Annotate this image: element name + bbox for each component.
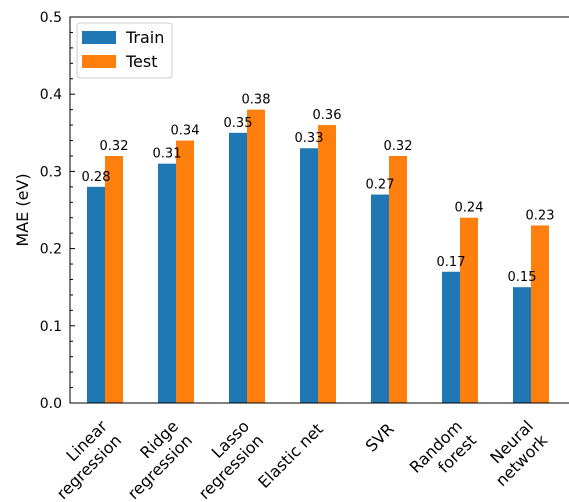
data-label-train: 0.33 (295, 131, 324, 146)
data-label-test: 0.38 (242, 93, 271, 108)
bar-train (513, 287, 531, 403)
x-tick-labels: Linearregression Ridgeregression Lassoregr… (39, 416, 552, 502)
y-tick-label: 0.5 (40, 10, 62, 26)
data-labels: 0.28 0.32 0.31 0.34 0.35 0.38 0.33 0.36 0.27 0.32… (82, 93, 555, 286)
legend: Train Test (76, 22, 173, 79)
bar-train (442, 271, 460, 403)
data-label-train: 0.27 (366, 178, 395, 193)
x-tick-label: SVR (362, 419, 398, 455)
bar-test (531, 225, 549, 403)
svg-text:Lassoregression: Lassoregression (181, 417, 268, 502)
data-label-train: 0.17 (437, 255, 466, 270)
bar-train (371, 194, 389, 403)
bar-train (229, 132, 247, 404)
data-label-test: 0.34 (171, 124, 200, 139)
data-label-test: 0.32 (384, 139, 413, 154)
bar-test (460, 217, 478, 403)
data-label-test: 0.36 (313, 108, 342, 123)
data-label-train: 0.35 (224, 116, 253, 131)
x-tick-label: Ridgeregression (110, 417, 197, 502)
legend-swatch-train (82, 31, 116, 44)
x-tick-label: Linearregression (39, 416, 126, 502)
bar-train (87, 186, 105, 403)
bar-test (105, 155, 123, 403)
legend-swatch-test (82, 55, 116, 68)
bar-train (158, 163, 176, 403)
svg-text:Ridgeregression: Ridgeregression (110, 417, 197, 502)
bar-test (389, 155, 407, 403)
bar-test (247, 109, 265, 403)
data-label-test: 0.24 (455, 201, 484, 216)
svg-text:Neuralnetwork: Neuralnetwork (478, 416, 552, 490)
data-label-train: 0.31 (153, 147, 182, 162)
y-axis-title: MAE (eV) (13, 173, 32, 246)
svg-text:Elastic net: Elastic net (254, 419, 327, 492)
legend-label-train: Train (125, 28, 164, 47)
x-tick-label: Elastic net (254, 419, 327, 492)
bar-test (318, 125, 336, 403)
legend-label-test: Test (125, 52, 158, 71)
y-tick-label: 0.3 (40, 164, 62, 180)
plot-frame (69, 16, 569, 404)
y-tick-label: 0.1 (40, 319, 62, 335)
y-tick-labels: 0.0 0.1 0.2 0.3 0.4 0.5 (40, 10, 62, 412)
bar-test (176, 140, 194, 403)
data-label-test: 0.23 (526, 208, 555, 223)
x-tick-label: Lassoregression (181, 417, 268, 502)
y-tick-label: 0.0 (40, 396, 62, 412)
y-tick-label: 0.2 (40, 242, 62, 258)
svg-text:Randomforest: Randomforest (406, 417, 480, 491)
y-tick-label: 0.4 (40, 87, 62, 103)
svg-text:Linearregression: Linearregression (39, 416, 126, 502)
data-label-test: 0.32 (100, 139, 129, 154)
bar-train (300, 148, 318, 403)
x-tick-label: Randomforest (406, 417, 480, 491)
data-label-train: 0.28 (82, 170, 111, 185)
data-label-train: 0.15 (508, 270, 537, 285)
bars (87, 109, 549, 404)
svg-text:SVR: SVR (362, 419, 398, 455)
x-tick-label: Neuralnetwork (478, 416, 552, 491)
